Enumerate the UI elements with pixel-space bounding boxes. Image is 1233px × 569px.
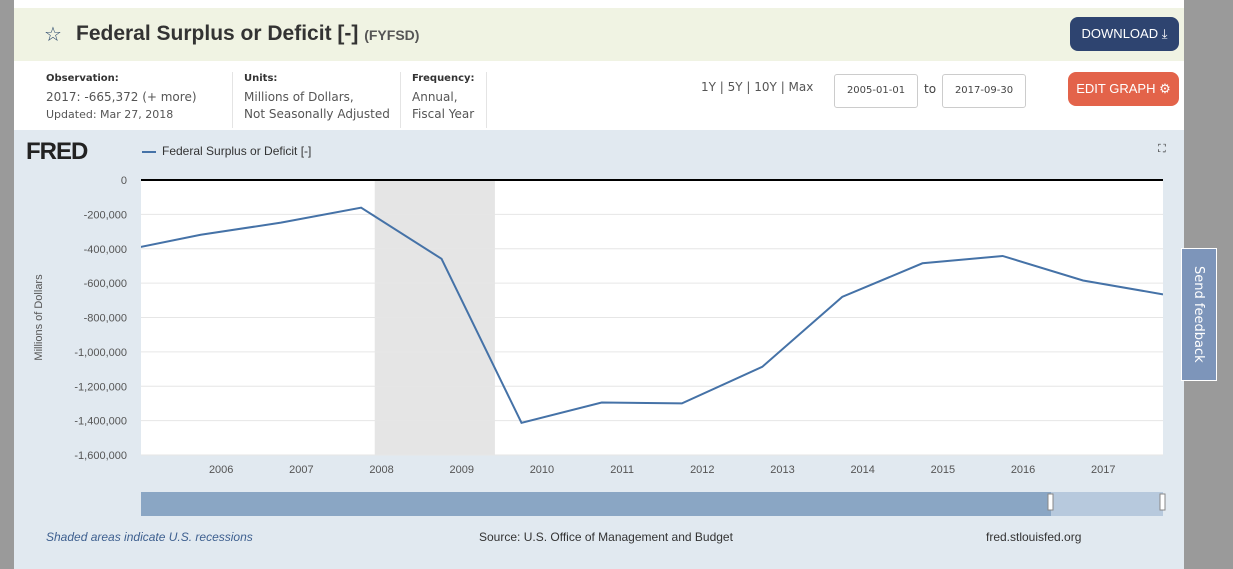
start-date-input[interactable]: 2005-01-01 (834, 74, 918, 108)
fullscreen-icon[interactable]: ⛶ (1158, 142, 1166, 155)
frequency-line-2: Fiscal Year (412, 107, 475, 121)
x-tick-label: 2009 (450, 464, 474, 476)
y-tick-label: -400,000 (84, 244, 127, 256)
y-tick-label: -1,600,000 (74, 450, 127, 462)
updated-date: Updated: Mar 27, 2018 (46, 108, 174, 121)
navigator-handle-right (1159, 493, 1166, 511)
series-title: Federal Surplus or Deficit [-] (76, 22, 359, 45)
y-tick-label: 0 (121, 175, 127, 187)
units: Units: Millions of Dollars, Not Seasonally… (244, 70, 390, 123)
y-tick-label: -1,400,000 (74, 416, 127, 428)
x-tick-label: 2017 (1091, 464, 1115, 476)
download-button[interactable]: DOWNLOAD ⤓ (1070, 17, 1179, 51)
x-tick-label: 2008 (369, 464, 393, 476)
y-tick-label: -800,000 (84, 313, 127, 325)
site-link[interactable]: fred.stlouisfed.org (986, 530, 1082, 544)
units-line-2: Not Seasonally Adjusted (244, 107, 390, 121)
navigator (141, 492, 1163, 516)
legend-swatch (142, 150, 156, 153)
navigator-selection (1051, 492, 1163, 516)
page-title: Federal Surplus or Deficit [-] (FYFSD) (76, 22, 419, 46)
series-id: (FYFSD) (364, 27, 420, 43)
x-tick-label: 2007 (289, 464, 313, 476)
x-tick-label: 2012 (690, 464, 714, 476)
chart: 0 -200,000 -400,000 -600,000 -800,000 -1,000,… (33, 175, 1166, 516)
y-tick-label: -600,000 (84, 278, 127, 290)
recession-note[interactable]: Shaded areas indicate U.S. recessions (46, 530, 253, 544)
send-feedback-tab[interactable]: Send feedback (1181, 248, 1217, 381)
x-tick-label: 2015 (931, 464, 955, 476)
observation-value: 2017: -665,372 (46, 90, 139, 104)
x-tick-label: 2010 (530, 464, 554, 476)
observation-label: Observation: (46, 73, 119, 84)
x-tick-label: 2013 (770, 464, 794, 476)
frequency-label: Frequency: (412, 73, 475, 84)
more-link[interactable]: (+ more) (142, 90, 197, 104)
to-label: to (924, 82, 937, 96)
x-tick-label: 2011 (610, 464, 634, 476)
page: ☆ Federal Surplus or Deficit [-] (FYFSD)… (14, 0, 1184, 569)
units-label: Units: (244, 73, 278, 84)
x-tick-label: 2006 (209, 464, 233, 476)
source: Source: U.S. Office of Management and Bu… (479, 530, 733, 544)
divider (486, 72, 487, 128)
observation: Observation: 2017: -665,372 (+ more) Updat… (46, 70, 197, 123)
title-bar: ☆ Federal Surplus or Deficit [-] (FYFSD) (14, 8, 1184, 61)
frequency: Frequency: Annual, Fiscal Year (412, 70, 475, 123)
end-date-input[interactable]: 2017-09-30 (942, 74, 1026, 108)
series-line (141, 206, 1163, 424)
y-axis-label: Millions of Dollars (33, 274, 45, 361)
graph-panel: 0 -200,000 -400,000 -600,000 -800,000 -1,000,… (14, 130, 1184, 569)
divider (232, 72, 233, 128)
units-line-1: Millions of Dollars, (244, 90, 354, 104)
x-tick-label: 2016 (1011, 464, 1035, 476)
navigator-handle-left (1047, 493, 1054, 511)
y-tick-label: -200,000 (84, 209, 127, 221)
y-tick-label: -1,200,000 (74, 381, 127, 393)
frequency-line-1: Annual, (412, 90, 458, 104)
legend: Federal Surplus or Deficit [-] (142, 144, 311, 158)
legend-label: Federal Surplus or Deficit [-] (162, 144, 312, 158)
range-links[interactable]: 1Y | 5Y | 10Y | Max (701, 80, 814, 94)
y-tick-label: -1,000,000 (74, 347, 127, 359)
x-tick-label: 2014 (850, 464, 874, 476)
edit-graph-button[interactable]: EDIT GRAPH ⚙ (1068, 72, 1179, 106)
fred-logo: FRED (26, 138, 88, 165)
divider (400, 72, 401, 128)
star-icon[interactable]: ☆ (44, 22, 62, 46)
